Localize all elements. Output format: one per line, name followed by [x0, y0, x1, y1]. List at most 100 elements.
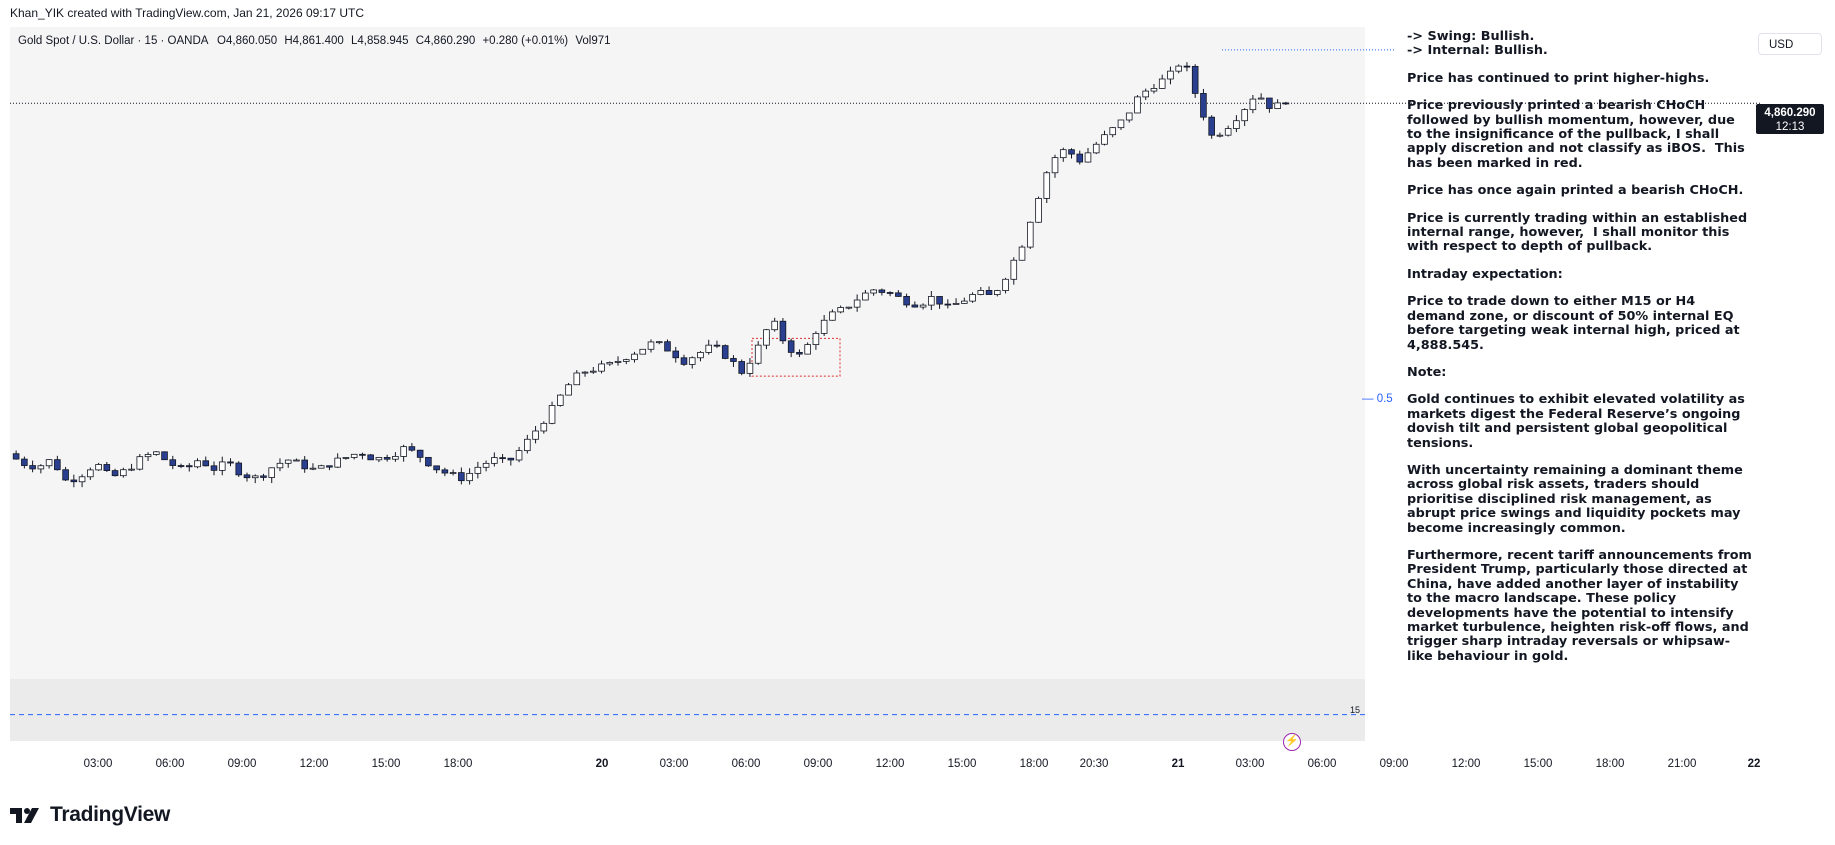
- candle-body: [886, 292, 894, 294]
- x-tick-label: 20: [596, 758, 609, 770]
- candle-body: [408, 446, 416, 451]
- candle-body: [260, 475, 267, 478]
- candle-body: [507, 457, 515, 461]
- candle-body: [1191, 65, 1199, 94]
- candle-body: [1183, 65, 1191, 68]
- candle-body: [919, 304, 927, 308]
- x-tick-label: 09:00: [228, 758, 257, 770]
- candle-body: [1175, 65, 1182, 72]
- candle-body: [375, 457, 383, 461]
- candle-body: [1010, 259, 1018, 280]
- candle-body: [581, 371, 589, 374]
- candle-body: [243, 474, 251, 479]
- candle-body: [144, 454, 152, 458]
- candle-body: [812, 332, 820, 346]
- candle-body: [1233, 120, 1240, 129]
- candle-body: [1125, 112, 1133, 121]
- x-tick-label: 20:30: [1080, 758, 1109, 770]
- analysis-notes: -> Swing: Bullish. -> Internal: Bullish.…: [1407, 29, 1752, 677]
- candle-body: [647, 341, 655, 350]
- candle-body: [367, 454, 374, 461]
- candle-body: [268, 467, 276, 478]
- candle-body: [54, 459, 61, 471]
- candle-body: [103, 464, 111, 472]
- candle-body: [853, 299, 861, 308]
- symbol-name[interactable]: Gold Spot / U.S. Dollar · 15 · OANDA: [18, 35, 208, 47]
- candle-body: [218, 461, 226, 471]
- candle-body: [655, 341, 663, 344]
- candle-body: [499, 457, 506, 460]
- x-tick-label: 21: [1172, 758, 1185, 770]
- candle-body: [227, 461, 234, 464]
- candle-body: [120, 469, 127, 477]
- candle-body: [128, 468, 135, 471]
- candle-body: [606, 362, 614, 365]
- candle-body: [78, 476, 86, 483]
- price-chart[interactable]: 4,880.0004,860.0004,840.0004,820.0004,80…: [10, 27, 1762, 785]
- candle-body: [532, 430, 539, 440]
- currency-selector[interactable]: USD: [1758, 33, 1822, 55]
- candle-body: [515, 450, 523, 461]
- candle-body: [977, 290, 985, 295]
- candle-body: [474, 466, 482, 474]
- candle-body: [763, 329, 770, 346]
- candle-body: [903, 296, 910, 306]
- candle-body: [1035, 197, 1042, 223]
- candle-body: [383, 457, 391, 460]
- candle-body: [416, 449, 424, 458]
- candle-body: [111, 470, 119, 477]
- note-swing: -> Swing: Bullish.: [1407, 29, 1535, 44]
- x-tick-label: 12:00: [876, 758, 905, 770]
- candle-body: [664, 341, 671, 352]
- candle-body: [680, 357, 688, 365]
- x-tick-label: 09:00: [1380, 758, 1409, 770]
- candle-body: [87, 469, 94, 478]
- candle-body: [746, 362, 754, 374]
- candle-body: [449, 472, 457, 474]
- candle-body: [177, 465, 185, 467]
- candle-body: [161, 451, 168, 461]
- candle-body: [771, 320, 778, 331]
- candle-body: [482, 462, 490, 468]
- candle-body: [1150, 88, 1158, 92]
- candle-body: [589, 370, 597, 373]
- note-volatility: Gold continues to exhibit elevated volat…: [1407, 392, 1750, 451]
- candle-body: [95, 464, 102, 471]
- x-tick-label: 06:00: [156, 758, 185, 770]
- candle-body: [1076, 153, 1084, 163]
- legend-close: C4,860.290: [415, 35, 476, 47]
- note-intraday-heading: Intraday expectation:: [1407, 266, 1563, 282]
- candle-body: [1068, 149, 1075, 155]
- candle-body: [845, 306, 853, 309]
- candle-body: [837, 307, 844, 313]
- candle-body: [796, 351, 803, 355]
- candle-body: [210, 465, 218, 471]
- candle-body: [548, 405, 556, 424]
- candle-body: [1026, 221, 1034, 248]
- x-tick-label: 03:00: [660, 758, 689, 770]
- candle-body: [1084, 152, 1092, 163]
- candle-body: [878, 289, 886, 293]
- candle-body: [721, 345, 729, 359]
- candle-body: [185, 465, 193, 468]
- candle-body: [235, 462, 243, 476]
- candle-body: [284, 459, 292, 464]
- chart-area[interactable]: 4,880.0004,860.0004,840.0004,820.0004,80…: [10, 27, 1762, 785]
- candle-body: [400, 446, 407, 457]
- candle-body: [62, 469, 69, 481]
- candle-body: [153, 451, 160, 455]
- candle-body: [317, 465, 325, 469]
- x-tick-label: 15:00: [1524, 758, 1553, 770]
- candle-body: [45, 459, 53, 467]
- fib-level-label: — 0.5: [1362, 393, 1393, 405]
- candle-body: [713, 344, 721, 347]
- candle-body: [12, 453, 20, 460]
- candle-body: [672, 350, 680, 359]
- legend-low: L4,858.945: [351, 35, 409, 47]
- candle-body: [639, 348, 647, 355]
- tradingview-logo[interactable]: TradingView: [10, 803, 170, 827]
- candle-body: [1018, 246, 1026, 261]
- candle-body: [969, 294, 976, 302]
- lightning-icon[interactable]: ⚡: [1283, 733, 1301, 751]
- candle-body: [697, 351, 704, 359]
